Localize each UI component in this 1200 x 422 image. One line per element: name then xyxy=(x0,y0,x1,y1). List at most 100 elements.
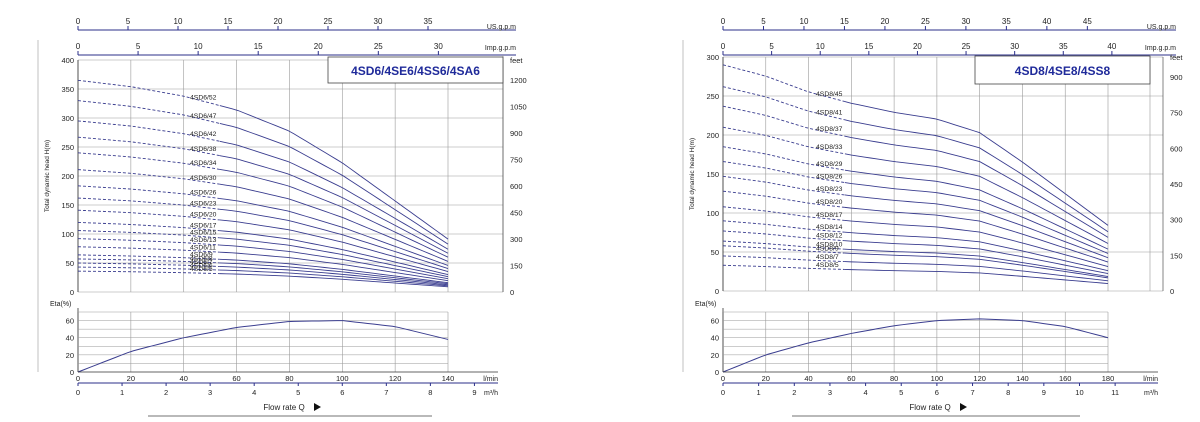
head-curve-4SD8-17-dashed xyxy=(722,206,845,221)
m3h-unit-label: m³/h xyxy=(1144,390,1158,397)
series-label: 4SD6/7 xyxy=(190,259,213,266)
series-label: 4SD6/17 xyxy=(190,222,217,229)
lmin-tick-label: 180 xyxy=(1102,374,1115,383)
usgpm-tick-label: 35 xyxy=(424,17,433,26)
head-curve-4SD8-45-dashed xyxy=(722,64,846,102)
head-curve-4SD6-11 xyxy=(219,251,449,282)
impgpm-tick-label: 10 xyxy=(816,42,825,51)
lmin-tick-label: 80 xyxy=(890,374,898,383)
usgpm-tick-label: 45 xyxy=(1083,17,1092,26)
head-curve-4SD8-33-dashed xyxy=(722,126,846,155)
m3h-tick-label: 0 xyxy=(76,388,80,397)
head-curve-4SD8-5 xyxy=(844,268,1109,284)
arrow-right-icon xyxy=(960,403,967,411)
usgpm-tick-label: 0 xyxy=(76,17,81,26)
series-label: 4SD8/26 xyxy=(816,173,843,180)
impgpm-tick-label: 15 xyxy=(254,42,263,51)
head-curve-4SD6-26-dashed xyxy=(77,185,220,199)
impgpm-tick-label: 25 xyxy=(962,42,971,51)
head-curve-4SD8-12-dashed xyxy=(722,230,845,242)
eta-tick-label: 0 xyxy=(715,368,719,377)
head-curve-4SD6-6 xyxy=(219,269,449,287)
series-label: 4SD8/9 xyxy=(816,245,839,252)
usgpm-unit-label: US.g.p.m xyxy=(1147,24,1176,31)
head-curve-4SD6-6-dashed xyxy=(77,266,220,271)
head-curve-4SD8-10-dashed xyxy=(722,240,845,250)
head-curve-4SD8-9-dashed xyxy=(722,245,845,254)
usgpm-tick-label: 30 xyxy=(961,17,970,26)
head-curve-4SD8-5-dashed xyxy=(722,264,845,270)
series-label: 4SD6/6 xyxy=(190,263,213,270)
m3h-tick-label: 1 xyxy=(757,388,761,397)
head-curve-4SD8-37 xyxy=(844,135,1109,238)
head-axis-title: Total dynamic head H(m) xyxy=(689,138,696,210)
eta-tick-label: 40 xyxy=(711,334,719,343)
series-label: 4SD8/29 xyxy=(816,161,843,168)
head-tick-label: 50 xyxy=(711,248,719,257)
usgpm-tick-label: 25 xyxy=(921,17,930,26)
chart-title: 4SD8/4SE8/4SS8 xyxy=(1015,64,1111,78)
head-curve-4SD8-23 xyxy=(844,194,1109,259)
feet-tick-label: 600 xyxy=(1170,144,1183,153)
head-tick-label: 0 xyxy=(70,288,74,297)
head-curve-4SD6-52-dashed xyxy=(77,79,220,107)
series-label: 4SD6/20 xyxy=(190,211,217,218)
series-label: 4SD8/10 xyxy=(816,241,843,248)
flow-rate-label: Flow rate Q xyxy=(909,403,950,412)
m3h-tick-label: 2 xyxy=(792,388,796,397)
impgpm-tick-label: 15 xyxy=(864,42,873,51)
m3h-tick-label: 11 xyxy=(1111,388,1119,397)
title-box xyxy=(327,56,504,84)
feet-tick-label: 750 xyxy=(510,155,523,164)
lmin-tick-label: 120 xyxy=(389,374,402,383)
head-curve-4SD6-47 xyxy=(219,123,449,245)
head-curve-4SD6-9 xyxy=(219,258,449,284)
title-box xyxy=(974,55,1151,85)
series-label: 4SD6/42 xyxy=(190,131,217,138)
feet-tick-label: 450 xyxy=(1170,180,1183,189)
usgpm-tick-label: 15 xyxy=(224,17,233,26)
series-label: 4SD8/33 xyxy=(816,144,843,151)
lmin-tick-label: 100 xyxy=(336,374,349,383)
m3h-tick-label: 6 xyxy=(935,388,939,397)
lmin-tick-label: 0 xyxy=(721,374,725,383)
feet-tick-label: 1200 xyxy=(510,76,527,85)
feet-tick-label: 300 xyxy=(1170,216,1183,225)
series-label: 4SD8/41 xyxy=(816,110,843,117)
eta-tick-label: 20 xyxy=(66,351,74,360)
head-tick-label: 350 xyxy=(61,85,74,94)
head-curve-4SD8-20-dashed xyxy=(722,190,845,208)
head-curve-4SD6-13-dashed xyxy=(77,238,220,246)
feet-tick-label: 300 xyxy=(510,235,523,244)
series-label: 4SD8/20 xyxy=(816,199,843,206)
head-curve-4SD6-23 xyxy=(219,208,449,269)
m3h-tick-label: 7 xyxy=(970,388,974,397)
m3h-tick-label: 3 xyxy=(828,388,832,397)
series-label: 4SD6/34 xyxy=(190,160,217,167)
series-label: 4SD6/13 xyxy=(190,237,217,244)
series-label: 4SD6/38 xyxy=(190,146,217,153)
m3h-tick-label: 9 xyxy=(1042,388,1046,397)
impgpm-tick-label: 20 xyxy=(314,42,323,51)
series-label: 4SD6/8 xyxy=(190,255,213,262)
eta-tick-label: 40 xyxy=(66,334,74,343)
head-curve-4SD6-38-dashed xyxy=(77,136,220,157)
head-curve-4SD8-33 xyxy=(844,153,1109,244)
feet-tick-label: 150 xyxy=(510,261,523,270)
head-tick-label: 150 xyxy=(706,170,719,179)
impgpm-tick-label: 35 xyxy=(1059,42,1068,51)
head-tick-label: 150 xyxy=(61,201,74,210)
series-label: 4SD6/23 xyxy=(190,201,217,208)
eta-tick-label: 60 xyxy=(66,317,74,326)
usgpm-tick-label: 20 xyxy=(880,17,889,26)
impgpm-unit-label: Imp.g.p.m xyxy=(485,45,516,52)
lmin-tick-label: 40 xyxy=(804,374,812,383)
efficiency-curve xyxy=(722,318,1109,373)
feet-unit-label: feet xyxy=(510,56,523,65)
head-curve-4SD8-41-dashed xyxy=(722,86,846,121)
usgpm-tick-label: 15 xyxy=(840,17,849,26)
impgpm-tick-label: 0 xyxy=(76,42,81,51)
impgpm-unit-label: Imp.g.p.m xyxy=(1145,45,1176,52)
head-curve-4SD8-17 xyxy=(844,220,1109,268)
